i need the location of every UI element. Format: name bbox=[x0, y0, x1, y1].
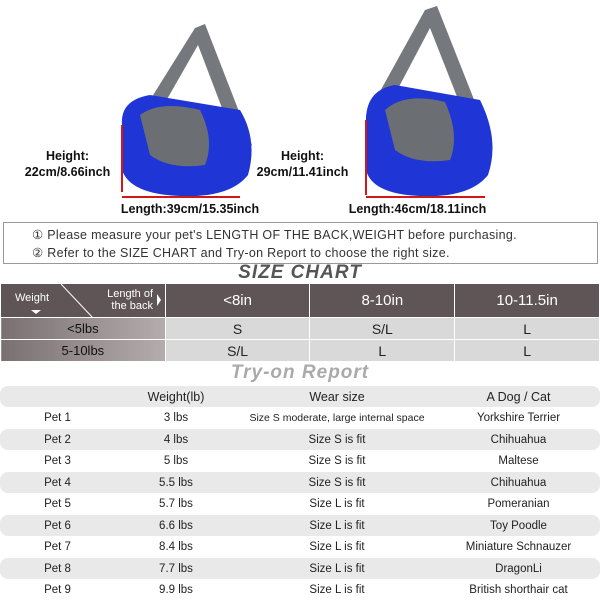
table-row: Pet 4 5.5 lbs Size S is fit Chihuahua bbox=[0, 472, 600, 494]
wear-size-cell: Size S is fit bbox=[308, 433, 366, 446]
wear-size-cell: Wear size bbox=[309, 389, 365, 404]
small-height-label: Height: 22cm/8.66inch bbox=[10, 148, 125, 180]
large-length-label: Length:46cm/18.11inch bbox=[348, 202, 487, 216]
breed-cell: DragonLi bbox=[495, 562, 542, 575]
small-length-label: Length:39cm/15.35inch bbox=[120, 202, 260, 216]
wear-size-cell: Size S moderate, large internal space bbox=[249, 412, 425, 425]
table-row: Pet 9 9.9 lbs Size L is fit British shortha… bbox=[0, 580, 600, 601]
size-row: <5lbs S S/L L bbox=[0, 317, 600, 340]
length-axis-label: Length of the back bbox=[107, 288, 153, 312]
breed-cell: Maltese bbox=[498, 455, 539, 468]
breed-cell: British shorthair cat bbox=[469, 584, 568, 597]
breed-cell: Toy Poodle bbox=[490, 519, 547, 532]
table-row: Pet 8 7.7 lbs Size L is fit DragonLi bbox=[0, 558, 600, 580]
wear-size-cell: Size L is fit bbox=[309, 498, 365, 511]
pet-cell: Pet 9 bbox=[44, 584, 71, 597]
pet-cell: Pet 6 bbox=[44, 519, 71, 532]
wear-size-cell: Size L is fit bbox=[309, 519, 365, 532]
weight-cell: 8.4 lbs bbox=[159, 541, 193, 554]
wear-size-cell: Size L is fit bbox=[309, 562, 365, 575]
weight-cell: 5.5 lbs bbox=[159, 476, 193, 489]
size-cell: L bbox=[454, 317, 600, 340]
weight-cell: 5-10lbs bbox=[0, 339, 166, 362]
diagonal-divider bbox=[31, 284, 161, 318]
breed-cell: A Dog / Cat bbox=[486, 389, 551, 404]
pet-cell: Pet 7 bbox=[44, 541, 71, 554]
weight-cell: 3 lbs bbox=[163, 412, 189, 425]
note-line: ① Please measure your pet's LENGTH OF TH… bbox=[32, 228, 517, 242]
size-chart-title: SIZE CHART bbox=[238, 262, 362, 283]
arrow-right-icon bbox=[157, 294, 161, 306]
table-row: Pet 5 5.7 lbs Size L is fit Pomeranian bbox=[0, 494, 600, 515]
weight-cell: 5 lbs bbox=[163, 455, 189, 468]
weight-cell: 7.7 lbs bbox=[159, 562, 193, 575]
pet-cell: Pet 3 bbox=[44, 455, 71, 468]
weight-cell: <5lbs bbox=[0, 317, 166, 340]
size-chart-header: Weight Length of the back <8in 8-10in 10… bbox=[0, 283, 600, 318]
table-row: Pet 2 4 lbs Size S is fit Chihuahua bbox=[0, 429, 600, 451]
column-header: 10-11.5in bbox=[454, 283, 600, 318]
breed-cell: Chihuahua bbox=[490, 476, 547, 489]
breed-cell: Chihuahua bbox=[490, 433, 547, 446]
corner-cell: Weight Length of the back bbox=[0, 283, 166, 318]
table-row: Pet 6 6.6 lbs Size L is fit Toy Poodle bbox=[0, 515, 600, 537]
table-row: Pet 7 8.4 lbs Size L is fit Miniature Schna… bbox=[0, 537, 600, 558]
height-label: Height: bbox=[280, 149, 325, 163]
size-cell: S/L bbox=[309, 317, 456, 340]
wear-size-cell: Size L is fit bbox=[309, 584, 365, 597]
arrow-down-icon bbox=[31, 310, 41, 314]
try-on-report-title: Try-on Report bbox=[230, 362, 370, 383]
size-row: 5-10lbs S/L L L bbox=[0, 339, 600, 362]
weight-cell: 4 lbs bbox=[163, 433, 189, 446]
size-chart-table: Weight Length of the back <8in 8-10in 10… bbox=[0, 283, 600, 362]
height-value: 22cm/8.66inch bbox=[24, 165, 111, 179]
breed-cell: Miniature Schnauzer bbox=[465, 541, 572, 554]
large-sling-bag-image bbox=[365, 6, 493, 198]
wear-size-cell: Size L is fit bbox=[309, 541, 365, 554]
weight-cell: 5.7 lbs bbox=[159, 498, 193, 511]
size-cell: L bbox=[454, 339, 600, 362]
pet-cell: Pet 4 bbox=[44, 476, 71, 489]
try-on-header: Weight(lb) Wear size A Dog / Cat bbox=[0, 386, 600, 408]
table-row: Pet 1 3 lbs Size S moderate, large interna… bbox=[0, 408, 600, 429]
product-images bbox=[121, 6, 493, 198]
small-sling-bag-image bbox=[121, 24, 252, 198]
pet-cell: Pet 5 bbox=[44, 498, 71, 511]
weight-cell: 6.6 lbs bbox=[159, 519, 193, 532]
column-header: <8in bbox=[164, 283, 311, 318]
wear-size-cell: Size S is fit bbox=[308, 476, 366, 489]
weight-cell: 9.9 lbs bbox=[159, 584, 193, 597]
column-header: 8-10in bbox=[309, 283, 456, 318]
size-cell: L bbox=[309, 339, 456, 362]
table-row: Pet 3 5 lbs Size S is fit Maltese bbox=[0, 451, 600, 472]
size-cell: S/L bbox=[164, 339, 311, 362]
large-height-label: Height: 29cm/11.41inch bbox=[245, 148, 360, 180]
size-cell: S bbox=[164, 317, 311, 340]
pet-cell: Pet 1 bbox=[44, 412, 71, 425]
weight-cell: Weight(lb) bbox=[147, 389, 205, 404]
height-value: 29cm/11.41inch bbox=[256, 165, 349, 179]
weight-axis-label: Weight bbox=[15, 292, 50, 304]
pet-cell: Pet 8 bbox=[44, 562, 71, 575]
measure-instructions: ① Please measure your pet's LENGTH OF TH… bbox=[3, 222, 598, 264]
breed-cell: Pomeranian bbox=[487, 498, 550, 511]
wear-size-cell: Size S is fit bbox=[308, 455, 366, 468]
breed-cell: Yorkshire Terrier bbox=[476, 412, 561, 425]
note-line: ② Refer to the SIZE CHART and Try-on Rep… bbox=[32, 246, 450, 260]
pet-cell: Pet 2 bbox=[44, 433, 71, 446]
height-label: Height: bbox=[45, 149, 90, 163]
